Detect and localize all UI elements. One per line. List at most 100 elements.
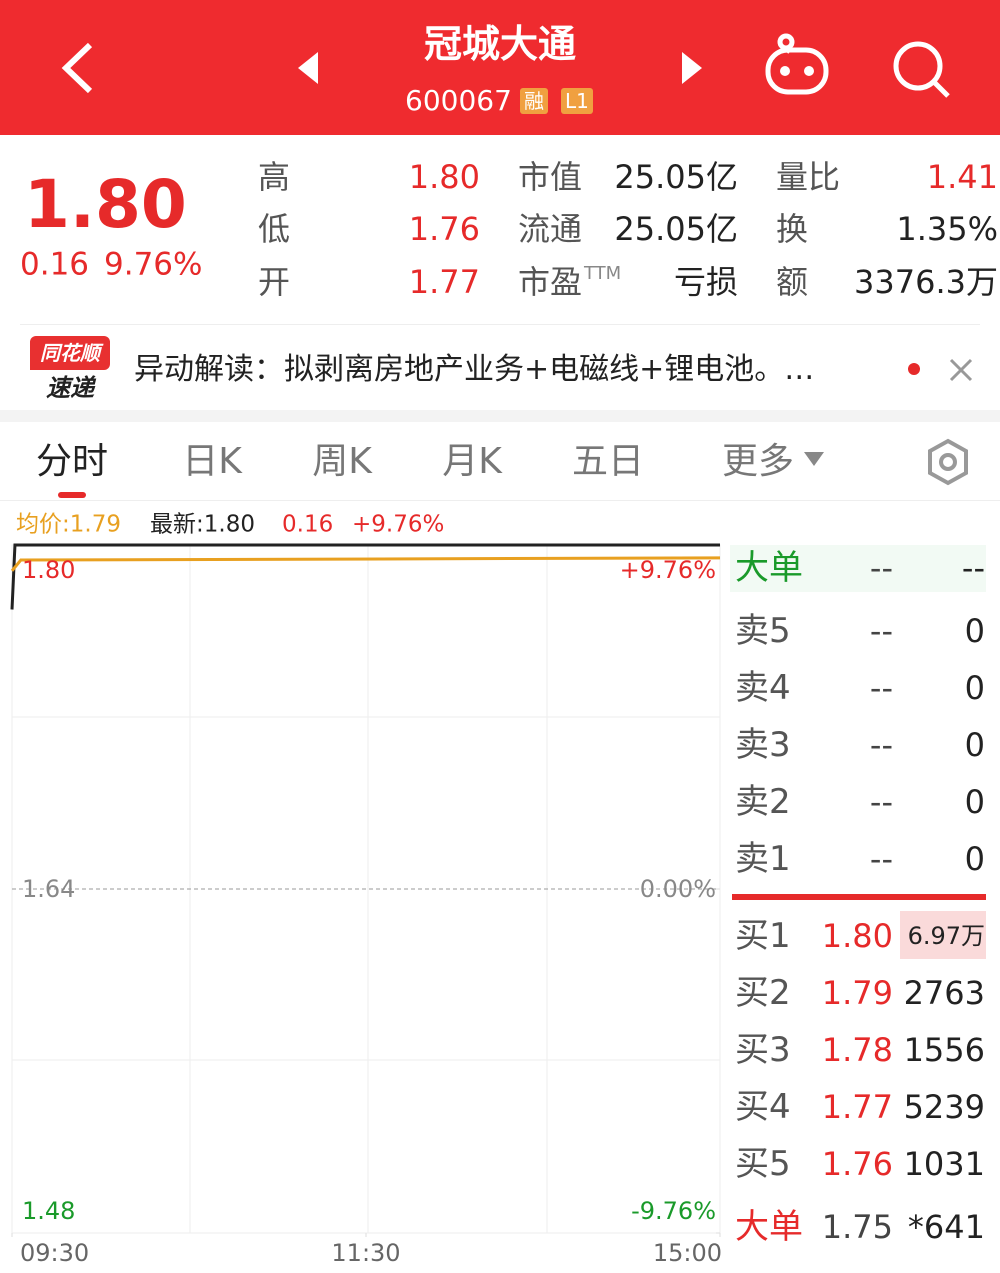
stat-value: 1.76 xyxy=(408,210,480,248)
stat-value: 1.80 xyxy=(408,158,480,196)
book-price: -- xyxy=(869,783,893,821)
book-volume: 0 xyxy=(964,783,985,821)
stat-label: 市盈 xyxy=(518,263,583,301)
back-icon[interactable] xyxy=(61,42,93,94)
book-divider xyxy=(732,894,986,900)
book-volume: *641 xyxy=(907,1208,985,1246)
brand-name: 同花顺 xyxy=(40,341,100,365)
book-label: 买5 xyxy=(735,1144,791,1184)
stat-label: 低 xyxy=(258,210,291,248)
stat-value: 1.35% xyxy=(896,210,998,248)
x-tick-label: 11:30 xyxy=(331,1239,401,1267)
book-price: 1.80 xyxy=(821,917,893,955)
stat-value: 亏损 xyxy=(673,263,738,301)
tab[interactable]: 更多 xyxy=(721,441,795,482)
news-text[interactable]: 异动解读：拟剥离房地产业务+电磁线+锂电池。… xyxy=(134,352,815,387)
brand-badge xyxy=(30,336,110,370)
book-label: 卖3 xyxy=(735,725,791,765)
book-price: -- xyxy=(869,612,893,650)
stat-label: 开 xyxy=(258,263,291,301)
stat-value: 25.05亿 xyxy=(614,158,738,196)
book-volume: 0 xyxy=(964,840,985,878)
book-volume: 1556 xyxy=(903,1031,985,1069)
book-price: 1.78 xyxy=(821,1031,893,1069)
pct-legend: +9.76% xyxy=(352,511,445,538)
book-volume: -- xyxy=(961,549,985,587)
book-price: 1.76 xyxy=(821,1145,893,1183)
stat-label: 流通 xyxy=(518,210,583,248)
book-label: 大单 xyxy=(735,548,803,588)
book-label: 买3 xyxy=(735,1030,791,1070)
tab[interactable]: 周K xyxy=(312,441,372,482)
book-volume: 0 xyxy=(964,612,985,650)
tab-indicator xyxy=(58,492,86,498)
book-price: 1.79 xyxy=(821,974,893,1012)
search-icon[interactable] xyxy=(893,41,950,98)
book-label: 大单 xyxy=(735,1207,803,1247)
x-tick-label: 15:00 xyxy=(652,1239,722,1267)
stock-code: 600067 xyxy=(405,84,512,117)
tab[interactable]: 月K xyxy=(442,441,502,482)
y-tick-label: 1.64 xyxy=(22,875,76,903)
book-price: -- xyxy=(869,669,893,707)
y-tick-label: 1.80 xyxy=(22,556,76,584)
section-gap xyxy=(0,410,1000,422)
y-tick-label: 1.48 xyxy=(22,1197,76,1225)
latest-legend: 最新:1.80 xyxy=(150,511,255,538)
book-label: 买2 xyxy=(735,973,791,1013)
divider xyxy=(0,500,1000,501)
avg-line xyxy=(10,556,721,572)
stock-name: 冠城大通 xyxy=(423,22,577,66)
y2-tick-label: 0.00% xyxy=(639,875,716,903)
change-legend: 0.16 xyxy=(282,511,334,538)
y2-tick-label: -9.76% xyxy=(631,1197,716,1225)
book-label: 卖1 xyxy=(735,839,791,879)
stat-label: 市值 xyxy=(518,158,583,196)
book-volume: 2763 xyxy=(903,974,985,1012)
badge: 融 xyxy=(520,88,548,114)
book-volume: 0 xyxy=(964,669,985,707)
big-order-bg xyxy=(730,545,986,592)
divider xyxy=(20,324,980,325)
stat-sup: TTM xyxy=(584,263,622,284)
avg-legend: 均价:1.79 xyxy=(16,511,121,538)
next-icon[interactable] xyxy=(682,52,702,84)
y2-tick-label: +9.76% xyxy=(619,556,716,584)
tab[interactable]: 五日 xyxy=(571,441,645,482)
top-bar: 冠城大通 600067 融 L1 xyxy=(0,0,1000,135)
book-label: 卖2 xyxy=(735,782,791,822)
change: 0.16 xyxy=(20,246,90,283)
book-volume: 0 xyxy=(964,726,985,764)
price: 1.80 xyxy=(24,166,187,243)
x-tick-label: 09:30 xyxy=(20,1239,90,1267)
price-line xyxy=(10,543,720,610)
stat-value: 25.05亿 xyxy=(614,210,738,248)
book-label: 买4 xyxy=(735,1087,791,1127)
book-price: -- xyxy=(869,726,893,764)
settings-icon[interactable] xyxy=(924,438,972,486)
tab[interactable]: 日K xyxy=(182,441,242,482)
stat-label: 换 xyxy=(776,210,809,248)
book-price: -- xyxy=(869,840,893,878)
stat-value: 3376.3万 xyxy=(854,263,998,301)
book-label: 卖4 xyxy=(735,668,791,708)
robot-icon[interactable] xyxy=(765,33,829,95)
stat-value: 1.41 xyxy=(926,158,998,196)
close-icon[interactable] xyxy=(948,357,974,383)
stat-label: 额 xyxy=(776,263,809,301)
stat-label: 高 xyxy=(258,158,291,196)
tab[interactable]: 分时 xyxy=(35,441,109,482)
intraday-chart xyxy=(10,543,721,1237)
top-icons xyxy=(61,33,950,98)
change-pct: 9.76% xyxy=(104,246,203,283)
stat-label: 量比 xyxy=(776,158,841,196)
book-volume: 6.97万 xyxy=(907,922,985,950)
book-volume: 1031 xyxy=(903,1145,985,1183)
more-arrow[interactable] xyxy=(804,452,824,466)
stat-value: 1.77 xyxy=(408,263,480,301)
brand-sub: 速递 xyxy=(46,374,94,402)
book-price: -- xyxy=(869,549,893,587)
book-price: 1.75 xyxy=(821,1208,893,1246)
prev-icon[interactable] xyxy=(298,52,318,84)
